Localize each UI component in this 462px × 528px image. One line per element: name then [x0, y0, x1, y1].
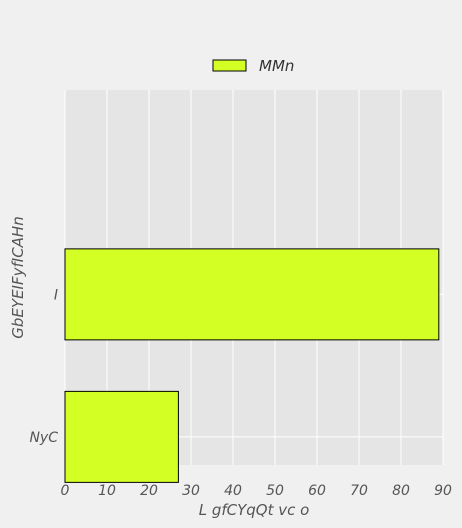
- x-tick-label: 80: [392, 483, 410, 499]
- legend: MMn: [212, 57, 294, 75]
- x-tick-label: 0: [61, 483, 70, 499]
- y-tick-labels: NyC I: [29, 287, 58, 446]
- x-axis-label: L gfCYqQt vc o: [199, 501, 310, 519]
- bar-nyc: [64, 390, 179, 483]
- y-tick-label: NyC: [29, 430, 58, 446]
- x-tick-label: 50: [266, 483, 284, 499]
- y-tick-label: I: [54, 287, 58, 303]
- x-tick-label: 30: [182, 483, 200, 499]
- x-tick-label: 60: [308, 483, 326, 499]
- legend-swatch: [212, 59, 247, 72]
- x-tick-label: 70: [350, 483, 368, 499]
- x-tick-labels: 0 10 20 30 40 50 60 70 80 90: [61, 483, 452, 499]
- y-axis-label: GbEYEIFyfICAHn: [9, 216, 27, 338]
- bar-i: [64, 248, 440, 341]
- legend-label-mmn: MMn: [259, 57, 294, 75]
- x-tick-label: 20: [140, 483, 158, 499]
- x-tick-label: 10: [98, 483, 116, 499]
- x-tick-label: 90: [434, 483, 452, 499]
- bars: [64, 248, 440, 483]
- x-tick-label: 40: [224, 483, 242, 499]
